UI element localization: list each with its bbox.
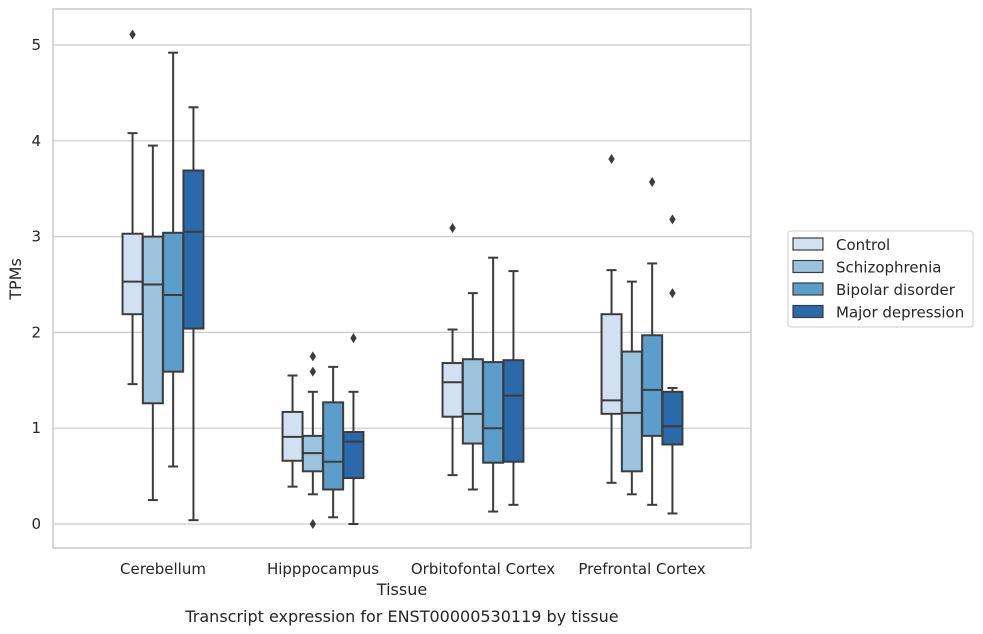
- legend-label: Major depression: [836, 304, 964, 322]
- y-tick-label: 4: [31, 132, 41, 150]
- legend-label: Schizophrenia: [836, 259, 941, 277]
- plot-border: [52, 8, 752, 549]
- legend-swatch: [792, 304, 824, 319]
- x-axis-label: Tissue: [376, 580, 427, 599]
- x-axis-ticks: Cerebellum Hipppocampus Orbitofontal Corte…: [120, 560, 706, 578]
- legend-swatch: [792, 282, 824, 296]
- plot-area: [121, 29, 684, 529]
- box-iqr: [162, 231, 185, 373]
- x-tick-label: Orbitofontal Cortex: [411, 560, 555, 578]
- y-tick-label: 5: [31, 36, 41, 54]
- box-schizophrenia: [620, 280, 643, 496]
- outlier-point: [309, 351, 317, 362]
- box-iqr: [482, 361, 505, 464]
- x-tick-label: Prefrontal Cortex: [578, 560, 705, 578]
- y-axis-ticks: 0 1 2 3 4 5: [31, 36, 41, 533]
- x-tick-label: Hipppocampus: [267, 560, 379, 578]
- box-iqr: [641, 334, 664, 437]
- box-iqr: [441, 362, 464, 418]
- box-schizophrenia: [301, 351, 324, 529]
- box-iqr: [461, 358, 484, 445]
- box-bipolar-disorder: [641, 176, 664, 506]
- box-iqr: [600, 313, 623, 415]
- box-major-depression: [661, 214, 684, 515]
- chart-caption: Transcript expression for ENST0000053011…: [184, 607, 618, 626]
- outlier-point: [350, 333, 357, 344]
- box-bipolar-disorder: [322, 365, 345, 519]
- box-iqr: [502, 359, 525, 463]
- outlier-point: [608, 154, 615, 165]
- box-major-depression: [182, 106, 205, 522]
- y-tick-label: 0: [31, 515, 41, 533]
- box-iqr: [322, 401, 345, 491]
- x-tick-label: Cerebellum: [120, 560, 206, 578]
- box-bipolar-disorder: [482, 256, 505, 513]
- box-iqr: [620, 350, 643, 473]
- box-iqr: [182, 169, 205, 330]
- plot-frame: [52, 8, 752, 549]
- outlier-point: [648, 176, 656, 187]
- legend: Control Schizophrenia Bipolar disorder Majo…: [787, 230, 974, 328]
- y-tick-label: 2: [31, 323, 41, 341]
- outlier-point: [669, 214, 676, 225]
- legend-label: Control: [836, 236, 890, 254]
- y-tick-label: 1: [31, 419, 41, 437]
- box-schizophrenia: [461, 292, 484, 491]
- box-schizophrenia: [141, 144, 164, 502]
- box-control: [441, 222, 464, 477]
- box-iqr: [121, 232, 144, 316]
- legend-box: [787, 230, 974, 328]
- legend-swatch: [792, 237, 824, 251]
- y-tick-label: 3: [31, 228, 41, 246]
- outlier-point: [129, 29, 136, 40]
- box-major-depression: [342, 333, 365, 525]
- y-axis-label: TPMs: [6, 258, 25, 301]
- box-control: [600, 154, 623, 484]
- box-bipolar-disorder: [162, 51, 185, 468]
- outlier-point: [309, 519, 317, 529]
- box-iqr: [342, 431, 365, 480]
- box-iqr: [661, 390, 684, 446]
- box-control: [281, 374, 304, 488]
- box-major-depression: [502, 270, 525, 506]
- box-control: [121, 29, 144, 386]
- box-iqr: [141, 235, 164, 405]
- outlier-point: [449, 222, 456, 233]
- legend-swatch: [792, 259, 824, 274]
- outlier-point: [669, 288, 676, 299]
- legend-label: Bipolar disorder: [836, 281, 956, 299]
- outlier-point: [309, 366, 317, 377]
